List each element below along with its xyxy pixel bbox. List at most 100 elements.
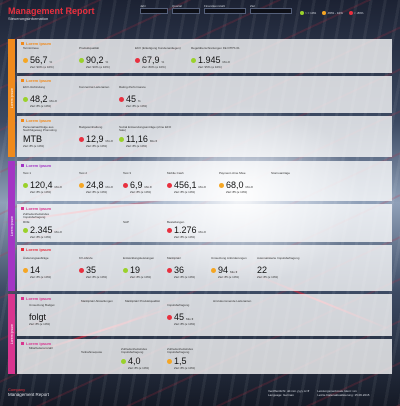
kpi-tile[interactable]: Mobile Cash 456,1 Mio € Ziel: 85 (≥ 10%) — [167, 171, 217, 194]
block-header: Lorem ipsum — [21, 341, 51, 346]
kpi-tile[interactable]: Marktplatz Abstellungen — [81, 299, 127, 308]
kpi-target: Ziel: 85 (≥ 10%) — [126, 144, 148, 148]
kpi-label: Zufriedenheitsindex Impulsbefragung — [167, 347, 194, 355]
status-dot-icon — [79, 57, 84, 63]
kpi-tile[interactable]: Produktqualität 90,2% Ziel: 90% (≥ 10%) — [79, 46, 125, 69]
kpi-target: Ziel: 80% (≥ 10%) — [142, 65, 166, 69]
filter-label: Ziel — [250, 4, 255, 8]
kpi-unit: Mio € — [54, 185, 62, 189]
block-header: Lorem ipsum — [21, 118, 51, 123]
kpi-tile[interactable]: Stornoanträge — [271, 171, 317, 180]
status-dot-icon — [119, 136, 124, 142]
kpi-tile[interactable]: Konzentrat Lieferanten — [79, 85, 125, 94]
year-select[interactable] — [140, 8, 168, 14]
kpi-label: KV-Abrufe — [79, 256, 93, 260]
finance-metric-select[interactable] — [204, 8, 246, 14]
status-dot-icon — [167, 358, 172, 364]
kpi-unit: Mio € — [144, 185, 152, 189]
kpi-label: Termintreue — [23, 46, 39, 50]
kpi-tile[interactable]: Rating-Performance 45% Ziel: 85 (≥ 10%) — [119, 85, 165, 108]
kpi-value: 4,0 — [128, 356, 141, 366]
orange-dot-icon — [322, 11, 327, 15]
kpi-label: Marktplatz — [167, 256, 181, 260]
kpi-tile[interactable]: Test 3 6,9 Mio € Ziel: 85 (≥ 10%) — [123, 171, 169, 194]
kpi-tile[interactable]: Teilnahmequote — [81, 350, 127, 359]
target-select[interactable] — [250, 8, 292, 14]
block-header: Lorem ipsum — [21, 41, 51, 46]
kpi-value: 94 — [218, 265, 229, 275]
kpi-tile[interactable]: EKV (Erledigung Kundenanliegen) 67,9% Zi… — [135, 46, 181, 69]
report-ident: Leistungsmerkmale Ident: xxx — [317, 389, 357, 393]
filter-quarter[interactable]: Quartal — [172, 4, 200, 14]
kpi-unit: Mio € — [245, 185, 253, 189]
kpi-tile[interactable]: Impulsbefragung 45 Mio € Ziel: 85 (≥ 10%) — [167, 303, 213, 326]
kpi-tile[interactable]: Payment ohne Mwe 68,0 Mio € Ziel: 85 (≥ 1… — [219, 171, 267, 194]
kpi-tile[interactable]: Test 1 120,4 Mio € Ziel: 85 (≥ 10%) — [23, 171, 69, 194]
kpi-value: 68,0 — [226, 180, 244, 190]
quarter-select[interactable] — [172, 8, 200, 14]
kpi-label: Marktplatz Produktqualität — [125, 299, 160, 303]
kpi-target: Ziel: 85 (≥ 10%) — [128, 366, 150, 370]
kpi-tile[interactable]: Umsetzung Budget folgt Ziel: 85 (≥ 10%) — [29, 303, 75, 326]
square-icon — [21, 297, 24, 300]
kpi-label: Umsetzung Anforderungen — [211, 256, 247, 260]
kpi-label: Hinzukommende Lieferanten — [213, 299, 252, 303]
kpi-block: Lorem ipsum Termintreue 56,7% Ziel: 90% … — [17, 39, 392, 73]
kpi-target: Ziel: 85 (≥ 10%) — [23, 144, 45, 148]
kpi-tile[interactable]: Automatisierte Impulsbefragung 22 Ziel: … — [257, 256, 307, 279]
kpi-tile[interactable]: KV-Abrufe 35 Ziel: 85 (≥ 10%) — [79, 256, 125, 279]
kpi-tile[interactable]: Test 2 24,8 Mio € Ziel: 85 (≥ 10%) — [79, 171, 125, 194]
kpi-block: Lorem ipsum EKV-Vorbindung 48,2 Mio € Zie… — [17, 76, 392, 113]
kpi-tile[interactable]: EKV-Vorbindung 48,2 Mio € Ziel: 85 (≥ 10%… — [23, 85, 69, 108]
kpi-unit: % — [105, 60, 109, 64]
kpi-label: Stornoanträge — [271, 171, 291, 175]
kpi-tile[interactable]: SAP — [123, 220, 169, 229]
section-tab[interactable]: Lorem ipsum — [8, 294, 15, 374]
report-name: Management Report — [8, 392, 50, 397]
section-tab[interactable]: Lorem ipsum — [8, 39, 15, 157]
kpi-tile[interactable]: Sozial Entsendungsanträge (ohne EFO Sale… — [119, 125, 177, 148]
kpi-tile[interactable]: Zufriedenheitsindex Impulsbefragung 4,0 … — [121, 347, 167, 370]
kpi-tile[interactable]: Personalnachfolge aus Nachfolgeweg Promo… — [23, 125, 69, 148]
kpi-tile[interactable]: Budgeteinhaltung 12,9 Mio € Ziel: 85 (≥ 1… — [79, 125, 125, 148]
filter-finance-metric[interactable]: Finanzkennzahl — [204, 4, 246, 14]
kpi-tile[interactable]: Hinzukommende Lieferanten — [213, 299, 259, 308]
kpi-tile[interactable]: Marktplatz Produktqualität — [125, 299, 171, 308]
block-title: Lorem ipsum — [26, 163, 52, 168]
published-info: Veröffentlicht: dd.mm.yyyy cc:ff — [268, 389, 310, 393]
kpi-unit: Mio € — [105, 139, 113, 143]
kpi-tile[interactable]: Mitarbeiteramzahl — [29, 346, 75, 355]
page-subtitle: Steuerungsinformation — [8, 16, 49, 21]
kpi-label: Umsetzung Budget — [29, 303, 55, 307]
kpi-target: Ziel: 85 (≥ 10%) — [174, 235, 196, 239]
kpi-label: Teilnahmequote — [81, 350, 103, 354]
block-title: Lorem ipsum — [26, 41, 52, 46]
kpi-unit: % — [49, 60, 53, 64]
status-dot-icon — [23, 182, 28, 188]
kpi-value: 22 — [257, 265, 268, 275]
square-icon — [21, 342, 24, 345]
section-tab[interactable]: Lorem ipsum — [8, 161, 15, 291]
kpi-tile[interactable]: Entwicklungsleistungen 19 Ziel: 85 (≥ 10… — [123, 256, 169, 279]
kpi-tile[interactable]: Marktplatz 36 Ziel: 85 (≥ 10%) — [167, 256, 213, 279]
square-icon — [21, 79, 24, 82]
kpi-value: 48,2 — [30, 94, 48, 104]
kpi-block: Lorem ipsum Test 1 120,4 Mio € Ziel: 85 (… — [17, 161, 392, 201]
kpi-tile[interactable]: Zufriedenheitsindex Impulsbefragung 1,5 … — [167, 347, 213, 370]
kpi-tile[interactable]: ROE 2.345 Mio € Ziel: 85 (≥ 10%) — [23, 220, 69, 239]
kpi-tile[interactable]: Zufriedenheitsindex Impulsbefragung — [23, 212, 69, 221]
legend-label: < -80% — [353, 11, 364, 15]
kpi-value: 14 — [30, 265, 41, 275]
kpi-tile[interactable]: Umsetzung Anforderungen 94 Mio € Ziel: 85… — [211, 256, 257, 279]
filter-year[interactable]: Jahr — [140, 4, 168, 14]
legend-item-good: > = 10% — [300, 11, 316, 15]
kpi-tile[interactable]: Regelüberschreitungen FE DTPS 01 1.945 Mi… — [191, 46, 249, 69]
block-header: Lorem ipsum — [21, 296, 51, 301]
status-dot-icon — [167, 314, 172, 320]
kpi-tile[interactable]: Bestellungen 1.276 Mio € Ziel: 85 (≥ 10%) — [167, 220, 213, 239]
filter-target[interactable]: Ziel — [250, 4, 292, 14]
kpi-tile[interactable]: Termintreue 56,7% Ziel: 90% (≥ 10%) — [23, 46, 69, 69]
kpi-unit: Mio € — [49, 99, 57, 103]
section-2: Lorem ipsum Lorem ipsum Test 1 120,4 Mio … — [8, 161, 392, 291]
kpi-tile[interactable]: Änderungsaufträge 14 Ziel: 85 (≥ 10%) — [23, 256, 69, 279]
